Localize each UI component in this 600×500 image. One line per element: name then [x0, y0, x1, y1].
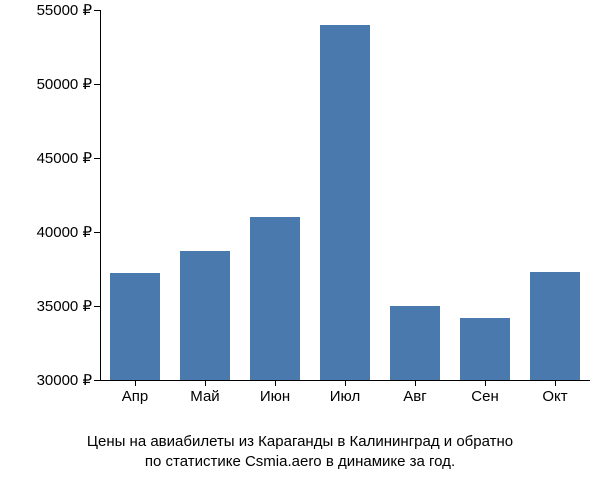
bar [180, 251, 230, 380]
y-tick-label: 30000 ₽ [37, 371, 92, 389]
y-tick-mark [94, 158, 100, 159]
price-chart: 30000 ₽ 35000 ₽ 40000 ₽ 45000 ₽ 50000 ₽ 55000… [0, 0, 600, 500]
x-tick-mark [345, 380, 346, 386]
chart-caption-line2: по статистике Csmia.aero в динамике за г… [0, 452, 600, 472]
y-tick-label: 55000 ₽ [37, 1, 92, 19]
y-tick-label: 35000 ₽ [37, 297, 92, 315]
x-tick-label: Май [190, 388, 219, 405]
x-tick-mark [275, 380, 276, 386]
y-tick-mark [94, 84, 100, 85]
y-tick-mark [94, 232, 100, 233]
y-tick-label: 45000 ₽ [37, 149, 92, 167]
x-tick-label: Окт [542, 388, 567, 405]
bar [460, 318, 510, 380]
x-tick-label: Авг [403, 388, 426, 405]
bar [320, 25, 370, 380]
plot-area [100, 10, 590, 380]
x-tick-mark [555, 380, 556, 386]
y-tick-label: 40000 ₽ [37, 223, 92, 241]
y-tick-label: 50000 ₽ [37, 75, 92, 93]
chart-caption-line1: Цены на авиабилеты из Караганды в Калини… [0, 432, 600, 452]
bar [250, 217, 300, 380]
bar [110, 273, 160, 380]
x-tick-label: Июн [260, 388, 290, 405]
x-tick-mark [485, 380, 486, 386]
bar [530, 272, 580, 380]
bar [390, 306, 440, 380]
x-tick-label: Сен [471, 388, 498, 405]
y-tick-mark [94, 306, 100, 307]
x-tick-mark [415, 380, 416, 386]
x-tick-mark [135, 380, 136, 386]
y-tick-mark [94, 380, 100, 381]
x-tick-label: Апр [122, 388, 148, 405]
y-tick-mark [94, 10, 100, 11]
x-tick-label: Июл [330, 388, 360, 405]
x-tick-mark [205, 380, 206, 386]
